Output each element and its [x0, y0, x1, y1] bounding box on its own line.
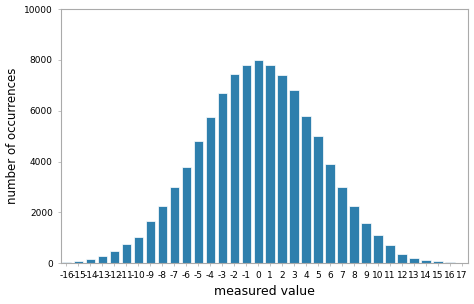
Bar: [86, 259, 95, 263]
Bar: [206, 117, 215, 263]
Bar: [229, 74, 239, 263]
Bar: [410, 258, 419, 263]
Bar: [146, 221, 155, 263]
Bar: [385, 245, 395, 263]
Bar: [277, 75, 287, 263]
Bar: [301, 116, 311, 263]
Bar: [62, 262, 71, 263]
Bar: [98, 256, 107, 263]
Bar: [265, 65, 275, 263]
Bar: [254, 60, 263, 263]
Bar: [337, 187, 347, 263]
Bar: [170, 187, 179, 263]
Bar: [109, 251, 119, 263]
Y-axis label: number of occurrences: number of occurrences: [6, 68, 18, 204]
Bar: [433, 261, 443, 263]
Bar: [242, 65, 251, 263]
Bar: [193, 141, 203, 263]
Bar: [326, 164, 335, 263]
Bar: [73, 261, 83, 263]
Bar: [349, 206, 359, 263]
Bar: [182, 167, 191, 263]
Bar: [313, 136, 323, 263]
Bar: [290, 90, 299, 263]
Bar: [374, 235, 383, 263]
Bar: [445, 262, 455, 263]
Bar: [134, 237, 143, 263]
Bar: [421, 260, 431, 263]
Bar: [361, 223, 371, 263]
Bar: [397, 254, 407, 263]
Bar: [122, 244, 131, 263]
Bar: [218, 93, 227, 263]
X-axis label: measured value: measured value: [214, 285, 315, 299]
Bar: [157, 206, 167, 263]
